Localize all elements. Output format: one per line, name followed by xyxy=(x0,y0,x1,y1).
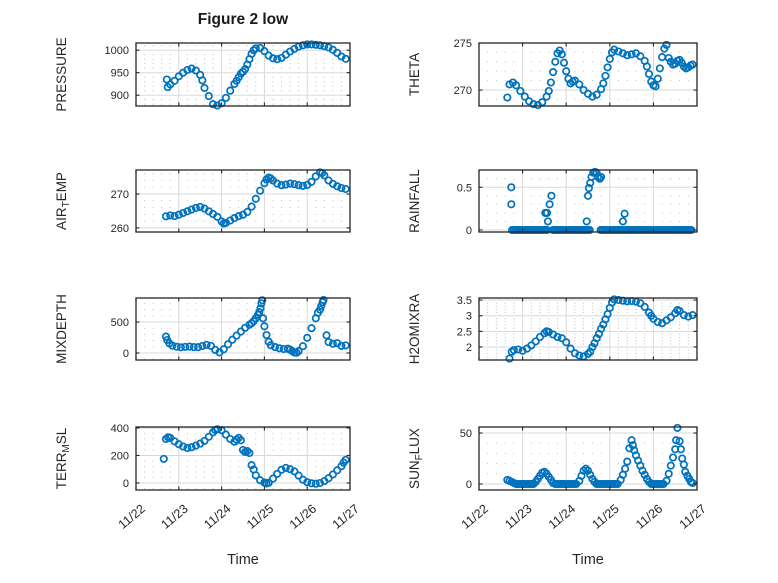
scatter-series-theta xyxy=(503,40,697,110)
scatter-series-pressure xyxy=(162,40,350,110)
y-axis-label: SUNFLUX xyxy=(407,428,425,489)
y-tick-label: 3.5 xyxy=(457,295,472,307)
x-tick-label: 11/23 xyxy=(502,502,534,532)
scatter-series-rainfall xyxy=(507,167,696,235)
y-tick-label: 2.5 xyxy=(457,326,472,338)
y-tick-label: 200 xyxy=(111,450,129,462)
subplot-terr-msl: 0 200 400 TERRMSL 11/22 11/23 11/24 11/25 11/26 1… xyxy=(54,423,362,568)
minor-grid xyxy=(487,51,689,100)
axes-frame xyxy=(478,169,698,233)
major-grid xyxy=(136,170,350,232)
y-tick-label: 0 xyxy=(123,478,129,490)
subplot-rainfall: 0 0.5 RAINFALL xyxy=(407,167,698,237)
plot-mixdepth: 0 500 MIXDEPTH xyxy=(54,294,351,364)
figure-title: Figure 2 low xyxy=(197,11,289,28)
major-grid xyxy=(136,43,350,106)
y-tick-label: 500 xyxy=(111,317,129,329)
plot-sun-flux: 0 50 SUNFLUX 11/22 11/23 11/24 11/25 11/26 11/27… xyxy=(407,423,709,568)
y-axis-label: AIRTEMP xyxy=(54,172,72,230)
x-tick-label: 11/25 xyxy=(589,502,621,532)
svg-text:SUNFLUX: SUNFLUX xyxy=(407,428,425,489)
y-tick-label: 50 xyxy=(460,428,472,440)
axes-frame xyxy=(135,169,351,233)
axes-frame xyxy=(135,42,351,107)
x-axis-label-time: Time xyxy=(227,552,259,568)
y-tick-label: 260 xyxy=(111,223,129,235)
y-tick-label: 0 xyxy=(466,479,472,491)
subplot-theta: 270 275 THETA xyxy=(407,38,698,110)
subplot-air-temp: 260 270 AIRTEMP xyxy=(54,168,351,235)
y-tick-label: 950 xyxy=(111,68,129,80)
axes-frame xyxy=(478,297,698,361)
tick-marks xyxy=(135,170,351,232)
plot-rainfall: 0 0.5 RAINFALL xyxy=(407,167,698,237)
y-tick-label: 400 xyxy=(111,423,129,435)
y-tick-label: 0 xyxy=(123,348,129,360)
axes-frame xyxy=(135,426,351,491)
svg-text:RAINFALL: RAINFALL xyxy=(407,169,422,233)
svg-text:THETA: THETA xyxy=(407,53,422,96)
y-tick-label: 0 xyxy=(466,225,472,237)
plot-air-temp: 260 270 AIRTEMP xyxy=(54,168,351,235)
y-tick-label: 0.5 xyxy=(457,182,472,194)
x-tick-label: 11/25 xyxy=(244,502,276,532)
y-tick-label: 900 xyxy=(111,90,129,102)
minor-grid xyxy=(144,173,342,222)
y-tick-label: 275 xyxy=(454,38,472,50)
tick-marks xyxy=(135,427,351,490)
y-tick-label: 270 xyxy=(454,85,472,97)
y-axis-label: THETA xyxy=(407,53,422,96)
scatter-series-air-temp xyxy=(161,168,350,228)
subplot-h2omixra: 2 2.5 3 3.5 H2OMIXRA xyxy=(407,294,698,364)
y-axis-label: TERRMSL xyxy=(54,427,72,489)
x-tick-label: 11/22 xyxy=(116,502,148,532)
tick-marks xyxy=(478,298,698,360)
y-tick-label: 270 xyxy=(111,189,129,201)
minor-grid xyxy=(144,45,342,105)
y-tick-label: 2 xyxy=(466,342,472,354)
x-tick-label: 11/26 xyxy=(633,502,665,532)
x-tick-label: 11/23 xyxy=(158,502,190,532)
y-tick-label: 3 xyxy=(466,311,472,323)
y-axis-label: H2OMIXRA xyxy=(407,294,422,365)
plot-terr-msl: 0 200 400 TERRMSL 11/22 11/23 11/24 11/25 11/26 1… xyxy=(54,423,362,568)
tick-marks xyxy=(135,43,351,106)
axes-frame xyxy=(478,426,698,491)
svg-text:MIXDEPTH: MIXDEPTH xyxy=(54,294,69,364)
scatter-series-mixdepth xyxy=(161,295,350,357)
svg-text:AIRTEMP: AIRTEMP xyxy=(54,172,72,230)
major-grid xyxy=(479,298,697,360)
x-tick-label: 11/24 xyxy=(201,502,233,532)
x-axis-label-time: Time xyxy=(572,552,604,568)
axes-frame xyxy=(135,297,351,361)
tick-marks xyxy=(135,298,351,360)
x-tick-label: 11/22 xyxy=(459,502,491,532)
plot-h2omixra: 2 2.5 3 3.5 H2OMIXRA xyxy=(407,294,698,364)
tick-marks xyxy=(478,42,698,106)
x-tick-label: 11/27 xyxy=(330,502,362,532)
tick-marks xyxy=(478,170,698,232)
plot-pressure: 900 950 1000 PRESSURE xyxy=(54,37,351,112)
subplot-pressure: 900 950 1000 PRESSURE xyxy=(54,37,351,112)
subplot-sun-flux: 0 50 SUNFLUX 11/22 11/23 11/24 11/25 11/26 11/27… xyxy=(407,423,709,568)
plot-theta: 270 275 THETA xyxy=(407,38,698,110)
x-tick-label: 11/24 xyxy=(546,502,578,532)
subplot-mixdepth: 0 500 MIXDEPTH xyxy=(54,294,351,364)
svg-text:H2OMIXRA: H2OMIXRA xyxy=(407,294,422,365)
svg-text:TERRMSL: TERRMSL xyxy=(54,427,72,489)
scatter-series-terr-msl xyxy=(159,425,350,488)
svg-text:PRESSURE: PRESSURE xyxy=(54,37,69,111)
axes-frame xyxy=(478,42,698,107)
y-axis-label: MIXDEPTH xyxy=(54,294,69,364)
x-tick-label: 11/26 xyxy=(287,502,319,532)
y-axis-label: RAINFALL xyxy=(407,169,422,233)
y-axis-label: PRESSURE xyxy=(54,37,69,111)
tick-marks xyxy=(478,427,698,490)
y-tick-label: 1000 xyxy=(105,45,129,57)
x-tick-label: 11/27 xyxy=(677,502,709,532)
scatter-series-sun-flux xyxy=(503,423,697,489)
